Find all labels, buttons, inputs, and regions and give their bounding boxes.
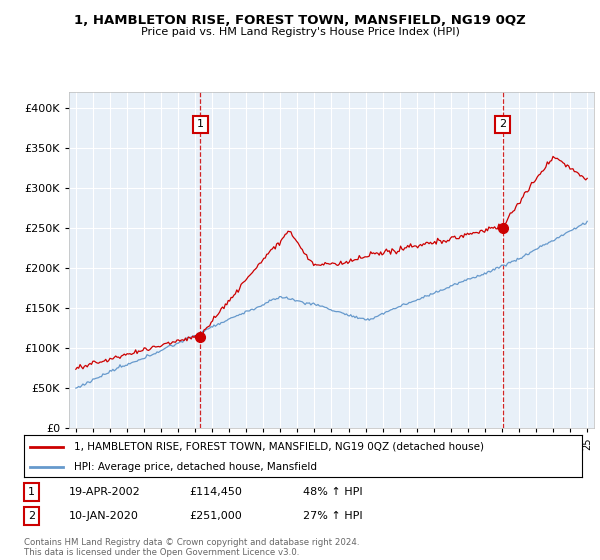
Text: Price paid vs. HM Land Registry's House Price Index (HPI): Price paid vs. HM Land Registry's House … (140, 27, 460, 37)
Text: 1, HAMBLETON RISE, FOREST TOWN, MANSFIELD, NG19 0QZ (detached house): 1, HAMBLETON RISE, FOREST TOWN, MANSFIEL… (74, 442, 484, 452)
Text: £114,450: £114,450 (189, 487, 242, 497)
Text: 2: 2 (28, 511, 35, 521)
Text: 10-JAN-2020: 10-JAN-2020 (69, 511, 139, 521)
Text: 2: 2 (499, 119, 506, 129)
Text: HPI: Average price, detached house, Mansfield: HPI: Average price, detached house, Mans… (74, 461, 317, 472)
Text: 27% ↑ HPI: 27% ↑ HPI (303, 511, 362, 521)
Text: £251,000: £251,000 (189, 511, 242, 521)
Text: 1: 1 (197, 119, 204, 129)
Text: 1, HAMBLETON RISE, FOREST TOWN, MANSFIELD, NG19 0QZ: 1, HAMBLETON RISE, FOREST TOWN, MANSFIEL… (74, 14, 526, 27)
Text: Contains HM Land Registry data © Crown copyright and database right 2024.
This d: Contains HM Land Registry data © Crown c… (24, 538, 359, 557)
Text: 48% ↑ HPI: 48% ↑ HPI (303, 487, 362, 497)
Text: 1: 1 (28, 487, 35, 497)
Text: 19-APR-2002: 19-APR-2002 (69, 487, 141, 497)
